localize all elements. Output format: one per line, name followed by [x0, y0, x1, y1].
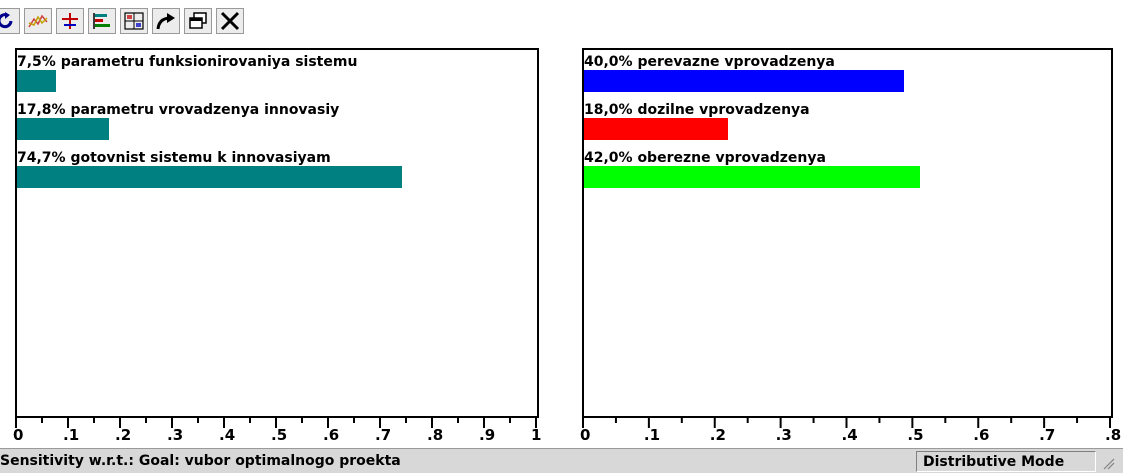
right-sensitivity-chart: 40,0% perevazne vprovadzenya 18,0% doziln…	[582, 48, 1113, 418]
bar	[17, 70, 56, 92]
tick-label: 0	[580, 426, 591, 444]
bar-label: 18,0% dozilne vprovadzenya	[584, 102, 810, 118]
tick-label: .3	[167, 426, 184, 444]
tick-label: 0	[13, 426, 24, 444]
status-bar: Sensitivity w.r.t.: Goal: vubor optimaln…	[0, 448, 1123, 473]
bar	[584, 70, 904, 92]
tick-label: .5	[907, 426, 924, 444]
tick-label: .9	[479, 426, 496, 444]
bar-label: 40,0% perevazne vprovadzenya	[584, 54, 835, 70]
tick-label: .6	[323, 426, 340, 444]
refresh-icon[interactable]	[0, 8, 20, 34]
bar	[584, 166, 920, 188]
bar	[17, 166, 402, 188]
bar-label: 74,7% gotovnist sistemu k innovasiyam	[17, 150, 331, 166]
grid-chart-icon[interactable]	[120, 8, 148, 34]
mode-indicator: Distributive Mode	[916, 451, 1096, 472]
tick-label: .1	[63, 426, 80, 444]
tick-label: 1	[531, 426, 542, 444]
left-sensitivity-chart: 7,5% parametru funksionirovaniya sistemu…	[15, 48, 539, 418]
axis-ticks	[582, 418, 1111, 428]
tick-label: .2	[115, 426, 132, 444]
tick-label: .6	[973, 426, 990, 444]
bar-chart-icon[interactable]	[88, 8, 116, 34]
bar-label: 17,8% parametru vrovadzenya innovasiy	[17, 102, 340, 118]
resize-grip-icon[interactable]	[1100, 455, 1116, 471]
left-x-axis: 0 .1 .2 .3 .4 .5 .6 .7 .8 .9 1	[13, 418, 545, 448]
tick-label: .8	[427, 426, 444, 444]
redo-arrow-icon[interactable]	[152, 8, 180, 34]
tick-label: .1	[643, 426, 661, 444]
bar	[17, 118, 109, 140]
tick-label: .5	[271, 426, 288, 444]
crosshair-icon[interactable]	[56, 8, 84, 34]
axis-ticks	[15, 418, 537, 428]
line-chart-icon[interactable]	[24, 8, 52, 34]
right-x-axis: 0 .1 .2 .3 .4 .5 .6 .7 .8	[580, 418, 1122, 448]
tick-label: .3	[775, 426, 792, 444]
tick-label: .4	[841, 426, 858, 444]
tick-label: .4	[219, 426, 236, 444]
close-icon[interactable]	[216, 8, 244, 34]
toolbar	[0, 0, 1123, 40]
bar	[584, 118, 728, 140]
bar-label: 7,5% parametru funksionirovaniya sistemu	[17, 54, 358, 70]
tick-label: .7	[1039, 426, 1056, 444]
tick-label: .8	[1105, 426, 1122, 444]
copy-window-icon[interactable]	[184, 8, 212, 34]
tick-label: .2	[709, 426, 726, 444]
tick-label: .7	[375, 426, 392, 444]
bar-label: 42,0% oberezne vprovadzenya	[584, 150, 826, 166]
status-text: Sensitivity w.r.t.: Goal: vubor optimaln…	[0, 453, 401, 469]
